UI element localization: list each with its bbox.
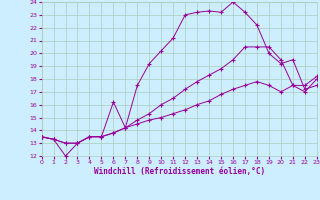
X-axis label: Windchill (Refroidissement éolien,°C): Windchill (Refroidissement éolien,°C) (94, 167, 265, 176)
